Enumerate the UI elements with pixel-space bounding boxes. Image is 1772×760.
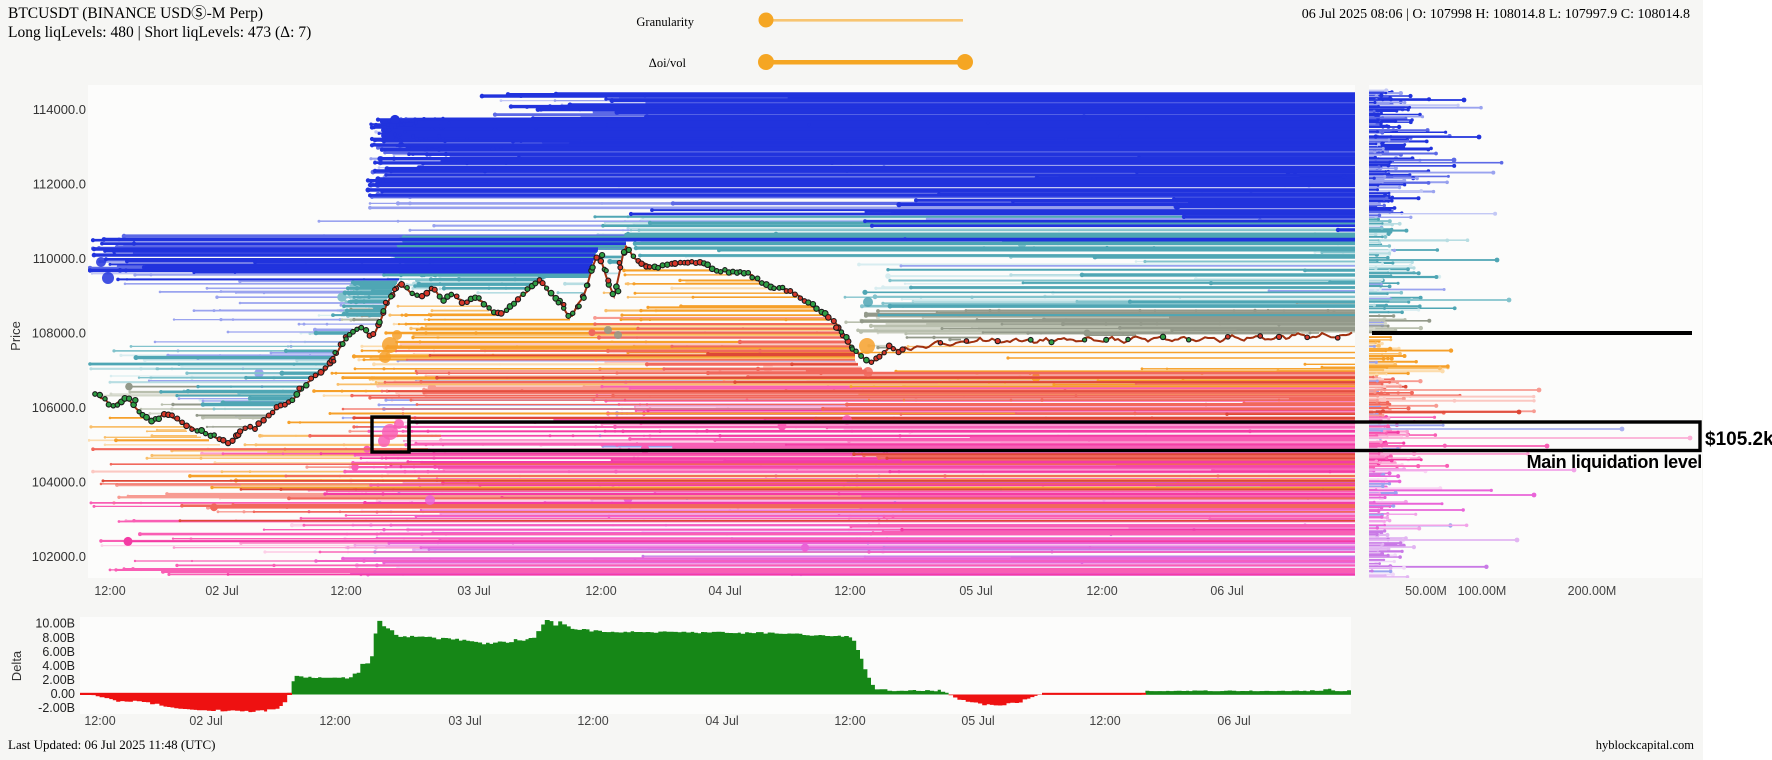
svg-text:05 Jul: 05 Jul (959, 584, 992, 598)
svg-text:12:00: 12:00 (330, 584, 361, 598)
svg-text:04 Jul: 04 Jul (708, 584, 741, 598)
svg-text:Granularity: Granularity (636, 15, 694, 29)
svg-text:12:00: 12:00 (94, 584, 125, 598)
svg-text:06 Jul 2025 08:06 | O: 107998: 06 Jul 2025 08:06 | O: 107998 H: 108014.… (1302, 7, 1690, 22)
svg-text:04 Jul: 04 Jul (705, 714, 738, 728)
svg-text:6.00B: 6.00B (42, 645, 75, 659)
svg-text:02 Jul: 02 Jul (205, 584, 238, 598)
svg-text:06 Jul: 06 Jul (1217, 714, 1250, 728)
svg-text:104000.0: 104000.0 (32, 474, 86, 489)
svg-text:114000.0: 114000.0 (33, 102, 86, 117)
svg-text:12:00: 12:00 (834, 714, 865, 728)
svg-text:hyblockcapital.com: hyblockcapital.com (1596, 738, 1695, 752)
svg-text:Δoi/vol: Δoi/vol (649, 56, 687, 70)
svg-text:03 Jul: 03 Jul (457, 584, 490, 598)
svg-text:112000.0: 112000.0 (33, 176, 86, 191)
svg-text:12:00: 12:00 (577, 714, 608, 728)
svg-text:50.00M: 50.00M (1405, 584, 1447, 598)
svg-text:03 Jul: 03 Jul (448, 714, 481, 728)
svg-text:$105.2k: $105.2k (1705, 429, 1772, 450)
svg-text:102000.0: 102000.0 (32, 549, 86, 564)
svg-text:12:00: 12:00 (834, 584, 865, 598)
svg-text:12:00: 12:00 (585, 584, 616, 598)
svg-text:4.00B: 4.00B (42, 659, 75, 673)
svg-text:Price: Price (8, 321, 23, 351)
svg-text:0.00: 0.00 (51, 687, 75, 701)
svg-text:8.00B: 8.00B (42, 631, 75, 645)
svg-text:02 Jul: 02 Jul (189, 714, 222, 728)
svg-text:Last Updated: 06 Jul 2025 11:4: Last Updated: 06 Jul 2025 11:48 (UTC) (8, 737, 216, 752)
svg-text:05 Jul: 05 Jul (961, 714, 994, 728)
svg-text:12:00: 12:00 (319, 714, 350, 728)
svg-text:200.00M: 200.00M (1568, 584, 1617, 598)
svg-text:06 Jul: 06 Jul (1210, 584, 1243, 598)
svg-text:12:00: 12:00 (1086, 584, 1117, 598)
svg-text:10.00B: 10.00B (35, 616, 75, 630)
svg-text:BTCUSDT (BINANCE USDⓈ-M Perp): BTCUSDT (BINANCE USDⓈ-M Perp) (8, 4, 263, 22)
svg-text:110000.0: 110000.0 (33, 251, 86, 266)
svg-text:2.00B: 2.00B (42, 673, 75, 687)
svg-text:12:00: 12:00 (84, 714, 115, 728)
svg-text:106000.0: 106000.0 (32, 400, 86, 415)
svg-text:Delta: Delta (9, 650, 24, 681)
svg-text:108000.0: 108000.0 (32, 325, 86, 340)
svg-text:-2.00B: -2.00B (38, 701, 75, 715)
svg-text:Main liquidation level: Main liquidation level (1527, 452, 1702, 472)
svg-text:12:00: 12:00 (1089, 714, 1120, 728)
svg-text:Long liqLevels: 480 | Short li: Long liqLevels: 480 | Short liqLevels: 4… (8, 24, 311, 41)
svg-text:100.00M: 100.00M (1458, 584, 1507, 598)
